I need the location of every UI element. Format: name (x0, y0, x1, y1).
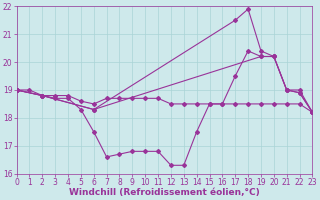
X-axis label: Windchill (Refroidissement éolien,°C): Windchill (Refroidissement éolien,°C) (69, 188, 260, 197)
